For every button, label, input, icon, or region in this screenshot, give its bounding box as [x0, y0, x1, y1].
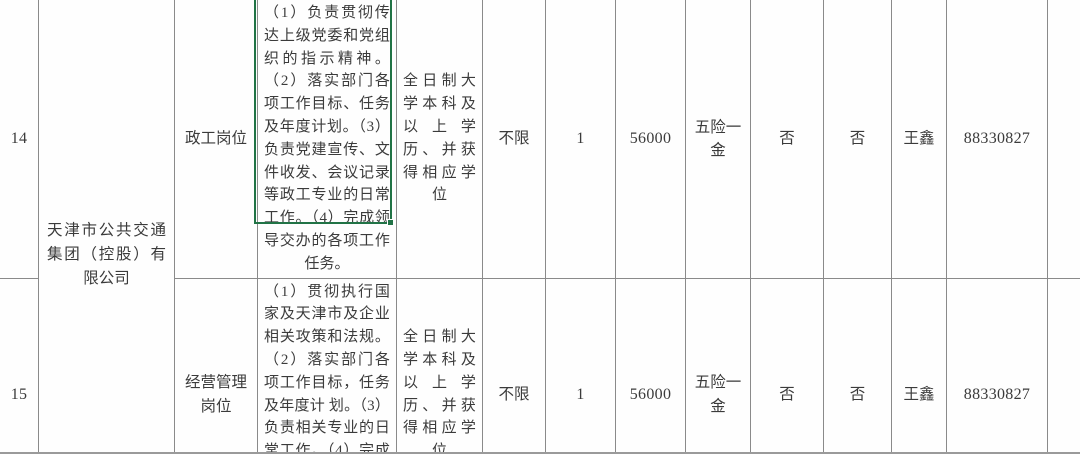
- cell-welfare-15[interactable]: 五险一金: [685, 277, 751, 454]
- cell-post-name-14[interactable]: 政工岗位: [174, 0, 258, 279]
- cell-contact-15[interactable]: 王鑫: [891, 277, 947, 454]
- salary-value: 56000: [629, 385, 672, 403]
- cell-job-duties-15[interactable]: （1）贯彻执行国家及天津市及企业相关攻策和法规。（2）落实部门各项工作目标，任务…: [257, 277, 397, 454]
- cell-headcount-15[interactable]: 1: [545, 277, 616, 454]
- cell-tail-14[interactable]: [1047, 0, 1080, 279]
- cell-salary-14[interactable]: 56000: [615, 0, 686, 279]
- cell-employer-name[interactable]: 天津市公共交通集团（控股）有限公司: [38, 0, 175, 454]
- cell-salary-15[interactable]: 56000: [615, 277, 686, 454]
- flag-b-value: 否: [849, 130, 866, 148]
- education-value: 全日制大学本科及以上学历、并获得相应学位: [403, 329, 476, 454]
- job-duties-value: （1）负责贯彻传达上级党委和党组织的指示精神。（2）落实部门各项工作目标、任务及…: [264, 5, 390, 272]
- cell-headcount-14[interactable]: 1: [545, 0, 616, 279]
- major-value: 不限: [498, 130, 530, 148]
- contact-value: 王鑫: [903, 130, 935, 148]
- welfare-value: 五险一金: [694, 374, 742, 415]
- row-index-value: 15: [10, 385, 28, 403]
- flag-a-value: 否: [779, 385, 795, 403]
- cell-education-15[interactable]: 全日制大学本科及以上学历、并获得相应学位: [396, 277, 483, 454]
- table-bottom-rule: [0, 452, 1080, 454]
- cell-flag-b-15[interactable]: 否: [823, 277, 892, 454]
- flag-a-value: 否: [779, 130, 795, 148]
- employer-name-value: 天津市公共交通集团（控股）有限公司: [47, 222, 166, 288]
- contact-value: 王鑫: [903, 385, 935, 403]
- cell-phone-14[interactable]: 88330827: [946, 0, 1048, 279]
- row-index-value: 14: [10, 129, 28, 147]
- cell-welfare-14[interactable]: 五险一金: [685, 0, 751, 279]
- welfare-value: 五险一金: [694, 118, 742, 159]
- post-name-value: 经营管理岗位: [184, 374, 247, 415]
- education-value: 全日制大学本科及以上学历、并获得相应学位: [403, 73, 476, 204]
- cell-contact-14[interactable]: 王鑫: [891, 0, 947, 279]
- headcount-value: 1: [576, 385, 585, 403]
- salary-value: 56000: [629, 129, 672, 147]
- cell-phone-15[interactable]: 88330827: [946, 277, 1048, 454]
- cell-major-14[interactable]: 不限: [482, 0, 546, 279]
- cell-tail-15[interactable]: [1047, 277, 1080, 454]
- table-row: 15 经营管理岗位 （1）贯彻执行国家及天津市及企业相关攻策和法规。（2）落实部…: [0, 277, 1080, 454]
- post-name-value: 政工岗位: [184, 130, 247, 148]
- flag-b-value: 否: [849, 385, 866, 403]
- phone-value: 88330827: [963, 129, 1031, 147]
- cell-flag-b-14[interactable]: 否: [823, 0, 892, 279]
- headcount-value: 1: [576, 129, 585, 147]
- cell-major-15[interactable]: 不限: [482, 277, 546, 454]
- cell-education-14[interactable]: 全日制大学本科及以上学历、并获得相应学位: [396, 0, 483, 279]
- major-value: 不限: [498, 385, 530, 403]
- cell-job-duties-14[interactable]: （1）负责贯彻传达上级党委和党组织的指示精神。（2）落实部门各项工作目标、任务及…: [257, 0, 397, 279]
- phone-value: 88330827: [963, 385, 1031, 403]
- cell-row-index-15[interactable]: 15: [0, 277, 39, 454]
- cell-row-index-14[interactable]: 14: [0, 0, 39, 279]
- job-duties-value: （1）贯彻执行国家及天津市及企业相关攻策和法规。（2）落实部门各项工作目标，任务…: [264, 283, 390, 454]
- cell-post-name-15[interactable]: 经营管理岗位: [174, 277, 258, 454]
- cell-flag-a-15[interactable]: 否: [750, 277, 824, 454]
- cell-flag-a-14[interactable]: 否: [750, 0, 824, 279]
